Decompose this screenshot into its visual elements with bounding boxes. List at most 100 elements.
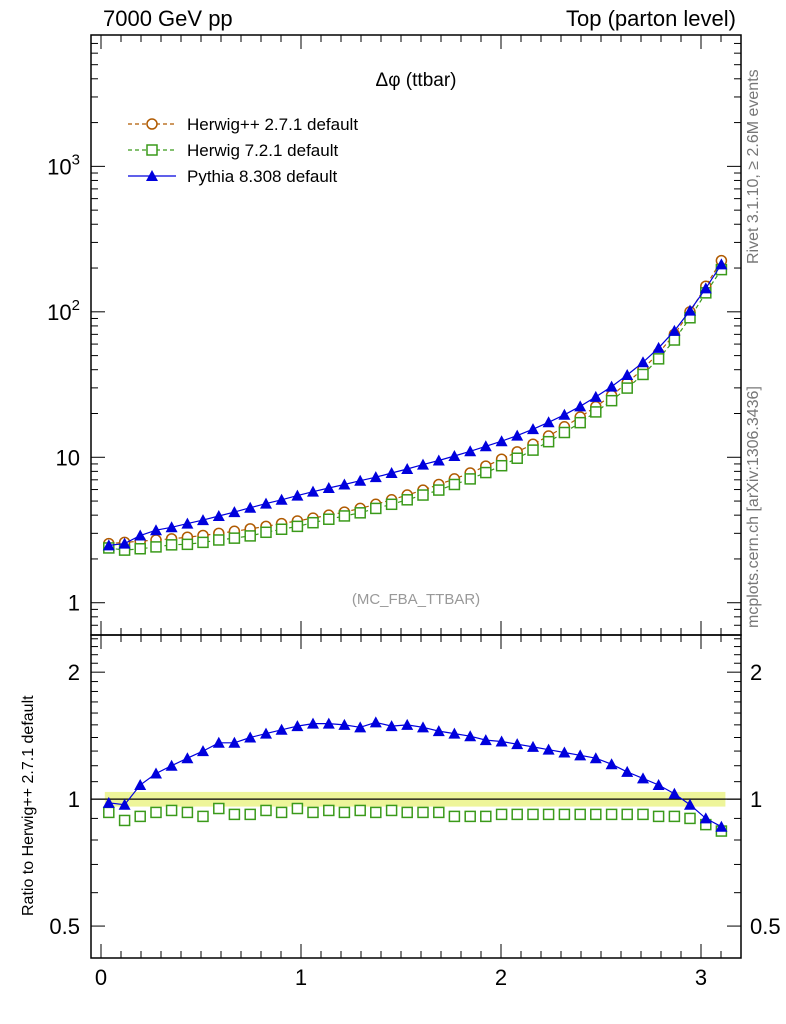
ratio-point-pythia-8-308-default: [715, 820, 728, 832]
main-point-herwig-7-2-1-default: [590, 406, 602, 418]
main-point-pythia-8-308-default: [275, 493, 288, 505]
main-point-pythia-8-308-default: [417, 458, 429, 470]
main-point-pythia-8-308-default: [511, 429, 524, 441]
main-point-pythia-8-308-default: [448, 450, 461, 462]
ratio-point-herwig-7-2-1-default: [417, 806, 429, 819]
ratio-point-pythia-8-308-default: [621, 765, 634, 777]
ratio-point-pythia-8-308-default: [275, 723, 288, 735]
main-point-herwig-7-2-1-default: [668, 334, 681, 346]
main-point-pythia-8-308-default: [291, 489, 304, 501]
main-point-herwig-7-2-1-default: [338, 510, 351, 522]
main-point-pythia-8-308-default: [354, 474, 367, 486]
main-point-herwig-7-2-1-default: [401, 494, 413, 506]
header-process: Top (parton level): [566, 6, 736, 31]
main-point-herwig-7-2-1-default: [370, 502, 382, 515]
main-point-herwig-7-2-1-default: [275, 523, 288, 536]
legend-label-herwig-2-7-1-default: Herwig++ 2.7.1 default: [187, 115, 358, 134]
ratio-point-pythia-8-308-default: [605, 758, 618, 770]
main-point-pythia-8-308-default: [322, 481, 335, 493]
main-point-herwig-7-2-1-default: [197, 536, 209, 549]
ratio-point-herwig-7-2-1-default: [652, 810, 665, 823]
main-point-pythia-8-308-default: [479, 440, 492, 452]
main-point-pythia-8-308-default: [574, 400, 587, 412]
ratio-point-pythia-8-308-default: [542, 743, 555, 755]
main-point-herwig-7-2-1-default: [433, 484, 445, 496]
ratio-point-herwig-7-2-1-default: [228, 808, 241, 821]
ratio-point-pythia-8-308-default: [558, 746, 571, 758]
main-point-herwig-7-2-1-default: [621, 382, 633, 394]
ratio-point-pythia-8-308-default: [511, 738, 524, 750]
ratio-y-tick-label-right: 0.5: [750, 914, 781, 939]
main-point-herwig-7-2-1-default: [181, 538, 194, 551]
legend-marker-pythia-8-308-default: [146, 170, 158, 181]
main-point-herwig-7-2-1-default: [511, 452, 523, 464]
main-point-pythia-8-308-default: [652, 341, 665, 353]
main-point-herwig-7-2-1-default: [244, 530, 256, 542]
main-line-pythia-8-308-default: [108, 263, 722, 546]
ratio-point-pythia-8-308-default: [652, 779, 665, 791]
main-point-herwig-7-2-1-default: [213, 534, 225, 546]
main-y-tick-label: 1: [68, 591, 80, 616]
main-point-pythia-8-308-default: [385, 466, 398, 478]
ratio-point-pythia-8-308-default: [118, 798, 131, 810]
ratio-point-pythia-8-308-default: [432, 725, 445, 737]
main-point-pythia-8-308-default: [118, 537, 131, 549]
main-point-pythia-8-308-default: [197, 514, 209, 526]
ratio-point-pythia-8-308-default: [699, 812, 712, 824]
main-line-herwig-7-2-1-default: [108, 269, 722, 551]
ratio-point-herwig-7-2-1-default: [480, 810, 492, 823]
main-point-pythia-8-308-default: [715, 258, 728, 270]
ratio-point-pythia-8-308-default: [448, 727, 461, 739]
main-point-herwig-7-2-1-default: [605, 394, 618, 407]
main-point-pythia-8-308-default: [338, 478, 351, 490]
ratio-point-herwig-7-2-1-default: [150, 806, 162, 819]
legend-label-pythia-8-308-default: Pythia 8.308 default: [187, 167, 338, 186]
ratio-point-herwig-7-2-1-default: [511, 808, 523, 821]
main-point-pythia-8-308-default: [228, 506, 241, 518]
legend-marker-herwig-2-7-1-default: [146, 118, 158, 130]
ratio-point-pythia-8-308-default: [134, 779, 147, 791]
ratio-point-herwig-7-2-1-default: [527, 808, 539, 821]
ratio-point-herwig-7-2-1-default: [213, 802, 225, 815]
ratio-point-pythia-8-308-default: [369, 716, 382, 728]
ratio-point-herwig-7-2-1-default: [291, 802, 304, 815]
ratio-point-herwig-7-2-1-default: [118, 814, 131, 827]
main-point-herwig-7-2-1-default: [291, 520, 304, 533]
ratio-point-herwig-7-2-1-default: [103, 806, 115, 819]
main-point-pythia-8-308-default: [212, 509, 225, 521]
ratio-point-pythia-8-308-default: [244, 731, 257, 743]
main-points-herwig-7-2-1-default: [103, 263, 728, 556]
main-point-pythia-8-308-default: [637, 356, 649, 368]
main-point-herwig-7-2-1-default: [354, 507, 366, 519]
ratio-point-herwig-7-2-1-default: [307, 806, 319, 819]
ratio-point-herwig-7-2-1-default: [401, 806, 413, 819]
ratio-point-herwig-7-2-1-default: [621, 808, 633, 821]
main-point-pythia-8-308-default: [165, 521, 178, 533]
main-point-pythia-8-308-default: [621, 368, 634, 380]
main-point-pythia-8-308-default: [181, 517, 194, 529]
x-tick-label: 2: [495, 965, 507, 990]
ratio-point-herwig-7-2-1-default: [260, 804, 272, 817]
ratio-point-pythia-8-308-default: [338, 718, 351, 730]
ratio-point-herwig-7-2-1-default: [338, 806, 351, 819]
ratio-point-pythia-8-308-default: [574, 749, 587, 761]
x-tick-label: 1: [295, 965, 307, 990]
ratio-y-tick-label-left: 0.5: [49, 914, 80, 939]
ratio-point-pythia-8-308-default: [589, 752, 602, 764]
ratio-point-pythia-8-308-default: [527, 740, 539, 752]
main-point-pythia-8-308-default: [260, 497, 272, 509]
main-point-pythia-8-308-default: [401, 463, 414, 475]
main-point-herwig-7-2-1-default: [134, 543, 146, 555]
ratio-point-herwig-7-2-1-default: [464, 810, 476, 823]
main-point-herwig-7-2-1-default: [150, 541, 162, 553]
ratio-point-herwig-7-2-1-default: [197, 810, 209, 823]
legend-label-herwig-7-2-1-default: Herwig 7.2.1 default: [187, 141, 338, 160]
ratio-point-pythia-8-308-default: [197, 745, 209, 757]
main-point-pythia-8-308-default: [589, 390, 602, 402]
main-point-pythia-8-308-default: [527, 423, 539, 435]
main-point-pythia-8-308-default: [605, 380, 618, 392]
main-point-pythia-8-308-default: [558, 408, 571, 420]
ratio-point-pythia-8-308-default: [479, 734, 492, 746]
ratio-point-pythia-8-308-default: [181, 752, 194, 764]
ratio-point-pythia-8-308-default: [102, 796, 115, 808]
